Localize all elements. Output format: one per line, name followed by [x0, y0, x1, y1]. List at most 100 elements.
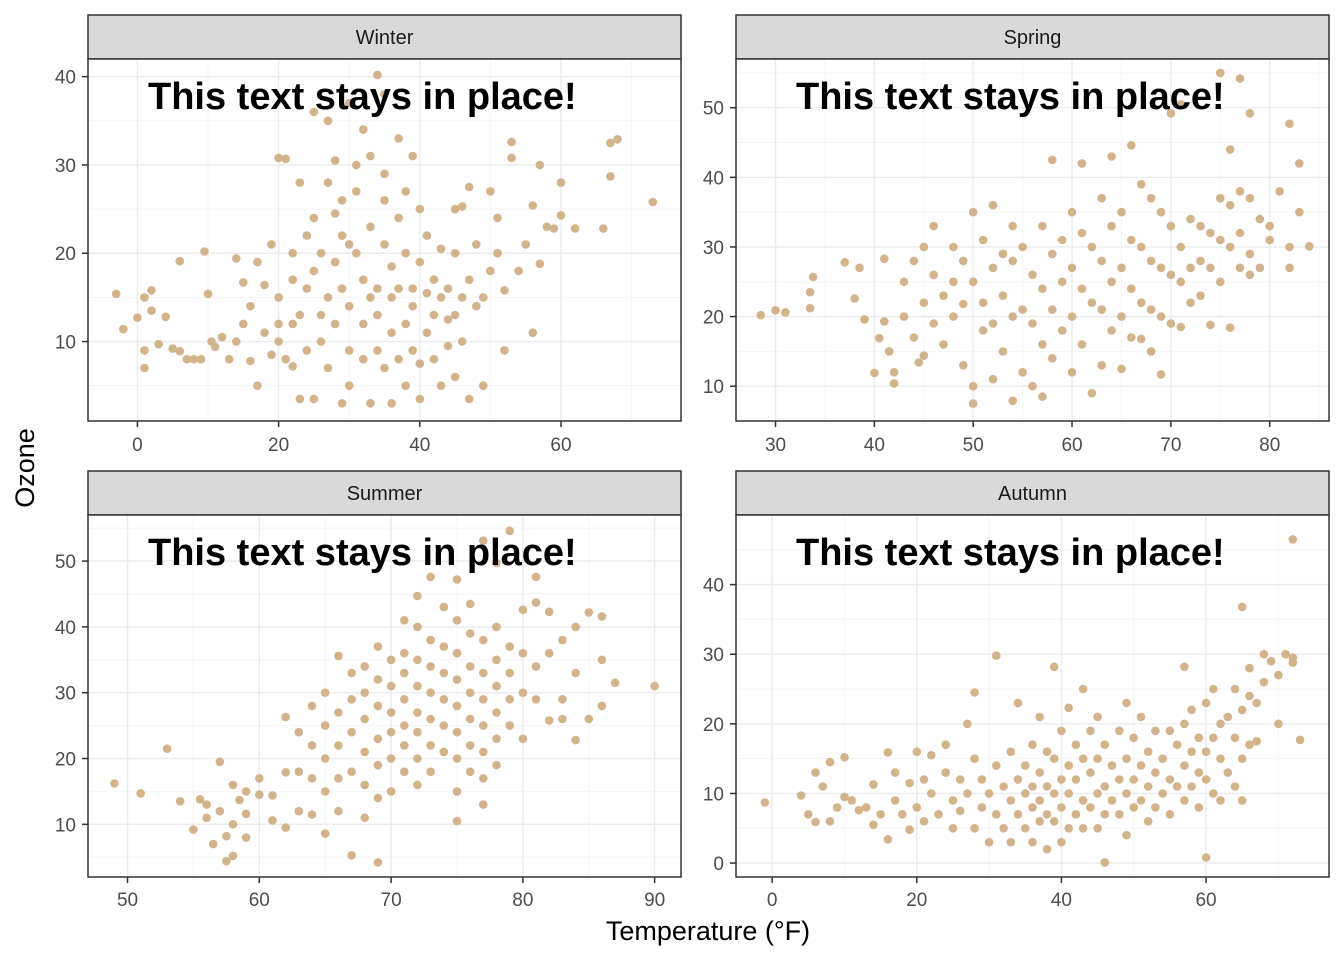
data-point: [320, 721, 330, 730]
data-point: [281, 768, 291, 777]
data-point: [450, 204, 460, 214]
data-point: [1235, 263, 1245, 273]
x-tick-label: 0: [767, 890, 778, 911]
data-point: [505, 695, 514, 704]
data-point: [939, 291, 948, 301]
data-point: [941, 768, 950, 777]
data-point: [140, 293, 149, 302]
data-point: [330, 257, 340, 267]
data-point: [228, 851, 238, 861]
data-point: [796, 791, 806, 800]
data-point: [1136, 298, 1146, 308]
data-point: [295, 394, 305, 404]
data-point: [288, 248, 298, 258]
data-point: [1146, 347, 1156, 356]
data-point: [854, 805, 864, 815]
data-point: [1008, 256, 1017, 266]
data-point: [1194, 733, 1204, 743]
x-axis: 0 20 40 60: [767, 877, 1217, 911]
data-point: [992, 810, 1001, 819]
data-point: [232, 254, 241, 263]
data-point: [1078, 824, 1088, 833]
data-point: [452, 816, 462, 826]
data-point: [359, 354, 368, 364]
data-point: [408, 301, 418, 311]
data-point: [968, 277, 978, 287]
data-point: [1006, 796, 1016, 805]
data-point: [1245, 249, 1255, 259]
data-point: [977, 803, 987, 812]
annotation-text: This text stays in place!: [796, 76, 1225, 118]
panel-border: [87, 58, 682, 422]
data-point: [1078, 684, 1088, 694]
data-point: [1064, 789, 1073, 798]
data-point: [162, 744, 172, 753]
y-tick-label: 50: [55, 552, 76, 573]
data-point: [1146, 256, 1156, 266]
data-point: [500, 286, 509, 295]
data-point: [1038, 392, 1047, 401]
data-point: [1107, 221, 1116, 231]
data-point: [535, 259, 545, 269]
data-point: [1180, 796, 1189, 805]
data-point: [556, 211, 566, 220]
data-point: [606, 138, 615, 148]
data-point: [876, 810, 885, 819]
data-point: [1281, 649, 1290, 659]
data-point: [413, 591, 422, 601]
data-point: [465, 767, 475, 776]
data-point: [1048, 354, 1057, 363]
data-point: [584, 608, 594, 617]
data-point: [366, 222, 375, 232]
data-point: [1064, 761, 1073, 770]
data-point: [1071, 810, 1081, 819]
data-point: [955, 775, 965, 784]
data-point: [1100, 740, 1110, 749]
data-point: [1117, 364, 1126, 374]
data-point: [1122, 698, 1131, 708]
data-point: [934, 810, 943, 819]
data-point: [1093, 712, 1102, 722]
data-point: [912, 803, 922, 812]
data-point: [1018, 242, 1027, 252]
x-tick-label: 80: [1259, 435, 1280, 456]
data-point: [1057, 326, 1067, 335]
data-point: [1042, 747, 1052, 756]
y-tick-label: 20: [703, 308, 724, 329]
x-tick-label: 20: [268, 435, 289, 456]
data-point: [1064, 703, 1073, 713]
data-point: [307, 810, 317, 819]
data-point: [978, 235, 988, 245]
y-tick-label: 10: [703, 377, 724, 398]
data-point: [472, 301, 481, 311]
data-point: [334, 774, 343, 783]
data-point: [217, 332, 227, 342]
data-point: [1049, 662, 1059, 672]
data-point: [457, 293, 467, 302]
data-point: [1166, 221, 1176, 231]
data-point: [464, 182, 474, 192]
data-point: [334, 741, 343, 750]
data-point: [320, 688, 330, 697]
data-point: [1151, 768, 1160, 777]
data-point: [518, 605, 528, 615]
data-point: [941, 740, 950, 749]
data-point: [386, 727, 396, 737]
data-point: [439, 642, 449, 651]
data-point: [140, 363, 149, 373]
data-point: [267, 240, 276, 249]
data-point: [360, 780, 370, 790]
data-point: [1115, 775, 1124, 784]
data-point: [1209, 789, 1218, 798]
data-point: [1049, 817, 1059, 826]
data-point: [443, 284, 453, 293]
data-point: [959, 256, 968, 266]
data-point: [1028, 803, 1037, 812]
data-point: [1166, 109, 1176, 118]
data-point: [413, 655, 422, 665]
data-point: [288, 275, 298, 285]
data-point: [307, 774, 317, 783]
data-point: [352, 160, 361, 170]
data-point: [208, 839, 218, 849]
data-point: [479, 381, 488, 391]
